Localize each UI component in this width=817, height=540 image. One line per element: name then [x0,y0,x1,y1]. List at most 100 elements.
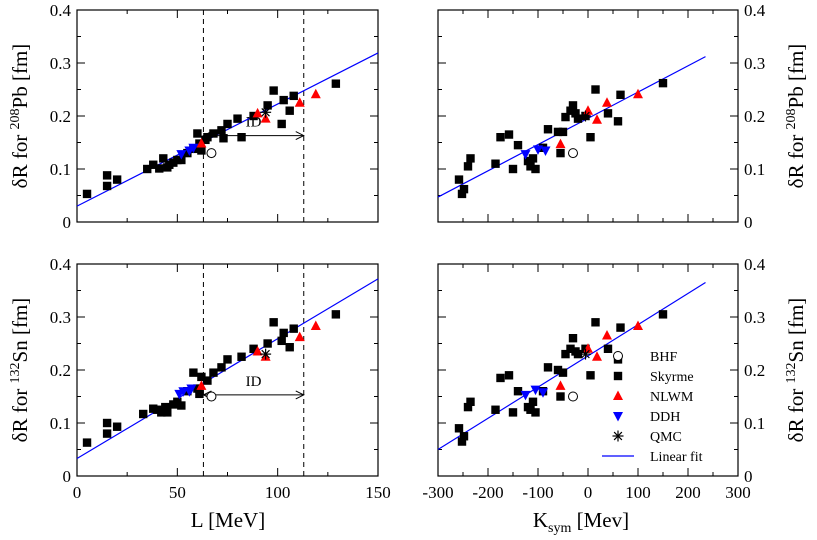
skyrme-point [566,106,575,115]
skyrme-point [543,363,553,372]
nlwm-point [555,380,566,390]
legend-label: DDH [650,410,680,425]
x-tick-label: 300 [725,483,751,502]
skyrme-point [457,189,467,199]
linear-fit-line [76,52,379,207]
skyrme-point [573,114,583,123]
nlwm-point [633,88,643,99]
nlwm-point [196,380,207,390]
skyrme-point [466,154,475,163]
skyrme-point [277,336,286,346]
y-tick-label: 0.1 [50,160,71,179]
skyrme-point [616,323,625,332]
skyrme-point [177,401,186,410]
qmc-point [260,348,272,360]
skyrme-point [658,78,668,88]
skyrme-point [566,344,575,353]
y-axis-title: δR for 132Sn [fm] [8,298,32,443]
legend-label: Skyrme [650,370,694,385]
skyrme-point [331,310,341,319]
skyrme-point [331,79,341,88]
x-tick-label: -100 [522,483,553,502]
skyrme-point [209,368,218,377]
bhf-point [568,391,578,402]
skyrme-point [528,397,538,406]
skyrme-point [102,429,112,438]
skyrme-point [249,344,258,353]
skyrme-point [161,402,170,412]
skyrme-point [289,91,298,101]
skyrme-point [556,148,565,158]
legend-marker-bhf [613,351,623,361]
skyrme-point [219,134,228,143]
skyrme-point [504,130,514,139]
skyrme-point [209,129,218,138]
star-stroke [261,107,270,117]
skyrme-point [526,162,535,171]
panel-top-right: 0 0.1 0.2 0.3 0.4 δR for 208Pb [fm] [437,1,808,232]
nlwm-point [602,97,612,107]
x-tick-label: 200 [675,483,701,502]
skyrme-point [183,148,192,158]
legend-label: QMC [650,430,682,445]
nlwm-point [260,113,271,123]
ddh-point [540,146,551,156]
legend-marker-ddh [613,412,623,422]
skyrme-point [457,437,467,446]
nlwm-point [294,331,305,342]
y-tick-label: 0.4 [744,1,766,20]
ddh-point [520,150,531,160]
skyrme-point [568,334,578,343]
skyrme-point [513,140,523,150]
y-tick-label: 0 [744,467,753,486]
skyrme-point [553,365,563,375]
nlwm-point [252,107,263,118]
qmc-point [580,348,591,360]
skyrme-point [223,119,232,129]
skyrme-point [616,90,625,99]
skyrme-point [223,355,232,364]
skyrme-point [463,162,473,171]
skyrme-point [143,164,152,174]
skyrme-point [189,368,198,377]
skyrme-point [269,318,278,327]
skyrme-point [157,408,166,417]
skyrme-point [556,392,565,401]
skyrme-point [531,164,540,174]
y-tick-label: 0 [63,467,72,486]
skyrme-point [573,349,583,359]
legend-marker-skyrme [613,371,623,381]
x-tick-label: 0 [73,483,82,502]
skyrme-point [163,408,172,417]
skyrme-point [139,409,148,419]
y-axis-title: δR for 208Pb [fm] [8,44,32,189]
id-arrow-head-right [295,131,305,141]
skyrme-point [217,363,226,372]
x-tick-label: 50 [169,483,186,502]
legend-label: BHF [650,350,677,365]
id-arrow-head-right [295,390,305,400]
skyrme-point [195,389,204,399]
skyrme-point [112,175,122,184]
skyrme-point [102,181,112,191]
skyrme-point [102,418,112,428]
linear-fit-line [76,278,379,460]
bhf-point [206,148,217,159]
skyrme-point [568,101,578,110]
skyrme-point [466,397,475,406]
skyrme-point [203,376,212,385]
skyrme-point [561,112,570,122]
skyrme-point [528,154,538,163]
ddh-point [188,143,199,154]
skyrme-point [277,119,286,129]
y-tick-label: 0.4 [744,255,766,274]
ddh-point [186,384,197,395]
nlwm-point [294,97,305,107]
skyrme-point [496,373,505,383]
nlwm-point [252,345,263,356]
x-axis-title-right: Ksym [Mev] [533,508,629,536]
x-tick-label: -300 [422,483,453,502]
y-tick-label: 0.2 [744,361,765,380]
